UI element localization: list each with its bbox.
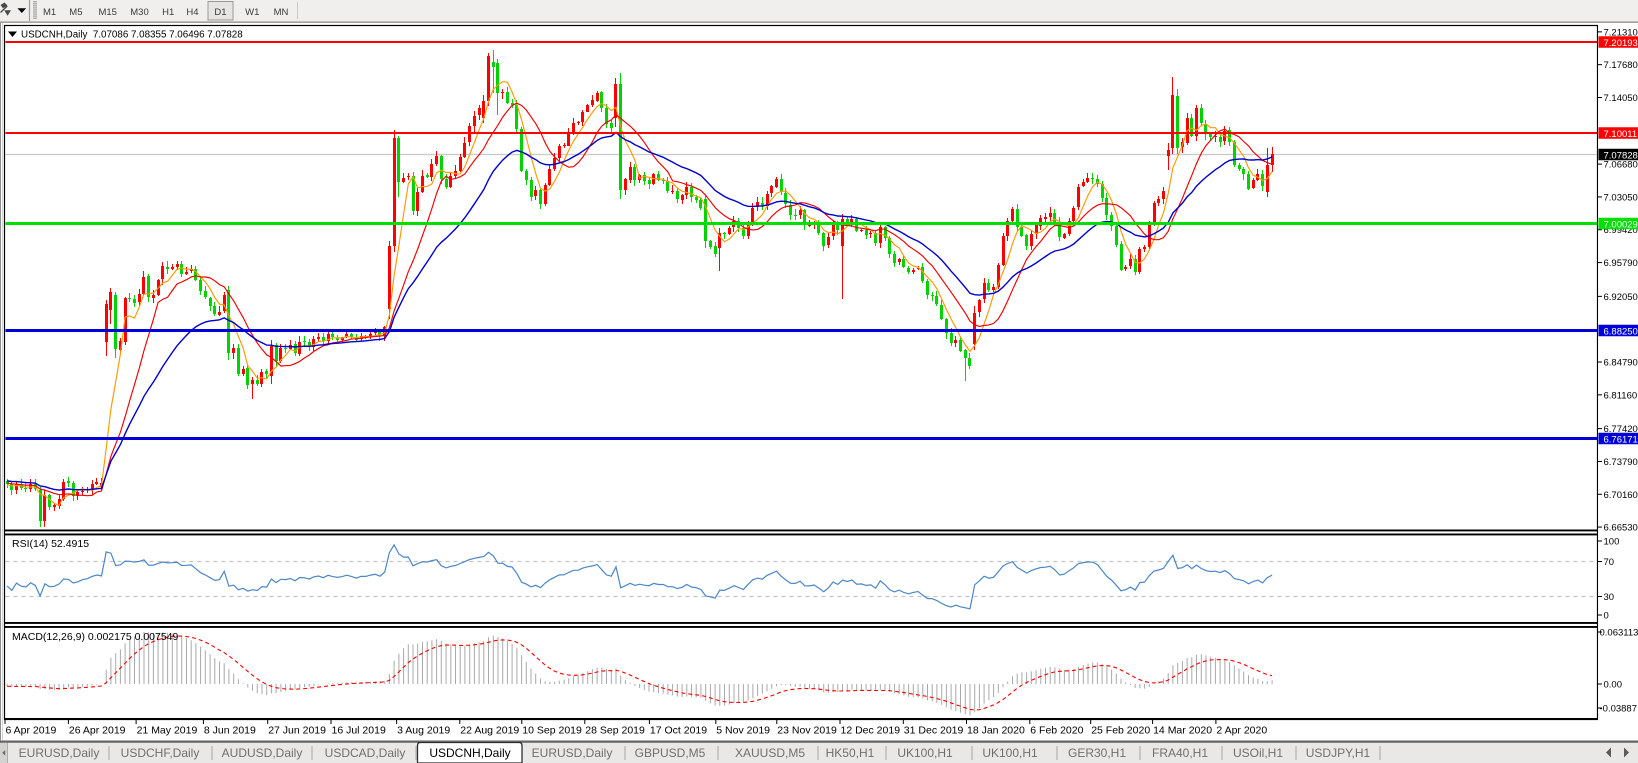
svg-text:6 Feb 2020: 6 Feb 2020 xyxy=(1030,725,1083,737)
svg-text:M1: M1 xyxy=(43,7,56,18)
svg-text:USDCNH,Daily: USDCNH,Daily xyxy=(429,746,510,760)
svg-text:6.76171: 6.76171 xyxy=(1604,434,1638,445)
svg-text:GBPUSD,M5: GBPUSD,M5 xyxy=(635,746,706,760)
svg-text:7.10011: 7.10011 xyxy=(1604,129,1638,140)
svg-text:16 Jul 2019: 16 Jul 2019 xyxy=(332,725,386,737)
svg-text:7.03050: 7.03050 xyxy=(1604,192,1638,203)
svg-text:70: 70 xyxy=(1604,557,1615,568)
svg-text:31 Dec 2019: 31 Dec 2019 xyxy=(904,725,964,737)
svg-text:12 Dec 2019: 12 Dec 2019 xyxy=(841,725,901,737)
svg-text:XAUUSD,M5: XAUUSD,M5 xyxy=(735,746,805,760)
svg-text:RSI(14) 52.4915: RSI(14) 52.4915 xyxy=(12,538,89,550)
svg-text:6.88250: 6.88250 xyxy=(1604,326,1638,337)
svg-text:6 Apr 2019: 6 Apr 2019 xyxy=(6,725,57,737)
svg-text:USDJPY,H1: USDJPY,H1 xyxy=(1306,746,1371,760)
svg-text:6.77420: 6.77420 xyxy=(1604,424,1638,435)
svg-text:6.84790: 6.84790 xyxy=(1604,357,1638,368)
svg-text:6.81160: 6.81160 xyxy=(1604,390,1638,401)
svg-text:6.95790: 6.95790 xyxy=(1604,258,1638,269)
svg-text:14 Mar 2020: 14 Mar 2020 xyxy=(1153,725,1212,737)
svg-text:10 Sep 2019: 10 Sep 2019 xyxy=(522,725,582,737)
svg-text:26 Apr 2019: 26 Apr 2019 xyxy=(69,725,126,737)
svg-text:USOil,H1: USOil,H1 xyxy=(1233,746,1283,760)
svg-text:H1: H1 xyxy=(162,7,174,18)
svg-text:30: 30 xyxy=(1604,592,1615,603)
svg-text:AUDUSD,Daily: AUDUSD,Daily xyxy=(222,746,303,760)
svg-text:7.14050: 7.14050 xyxy=(1604,93,1638,104)
svg-text:M30: M30 xyxy=(130,7,148,18)
svg-text:USDCAD,Daily: USDCAD,Daily xyxy=(325,746,406,760)
svg-text:7.06680: 7.06680 xyxy=(1604,160,1638,171)
svg-text:22 Aug 2019: 22 Aug 2019 xyxy=(460,725,519,737)
svg-text:17 Oct 2019: 17 Oct 2019 xyxy=(650,725,707,737)
svg-text:EURUSD,Daily: EURUSD,Daily xyxy=(532,746,613,760)
svg-text:UK100,H1: UK100,H1 xyxy=(982,746,1038,760)
svg-text:6.70160: 6.70160 xyxy=(1604,490,1638,501)
svg-text:7.20193: 7.20193 xyxy=(1604,38,1638,49)
svg-text:M5: M5 xyxy=(69,7,82,18)
svg-text:7.07828: 7.07828 xyxy=(1604,150,1638,161)
svg-text:6.73790: 6.73790 xyxy=(1604,457,1638,468)
svg-text:0.063113: 0.063113 xyxy=(1600,628,1638,639)
svg-text:6.66530: 6.66530 xyxy=(1604,523,1638,534)
svg-text:8 Jun 2019: 8 Jun 2019 xyxy=(204,725,256,737)
svg-text:21 May 2019: 21 May 2019 xyxy=(137,725,198,737)
svg-text:23 Nov 2019: 23 Nov 2019 xyxy=(777,725,837,737)
svg-text:USDCNH,Daily 7.07086 7.08355: USDCNH,Daily 7.07086 7.08355 7.06496 7.0… xyxy=(21,30,243,41)
svg-text:UK100,H1: UK100,H1 xyxy=(897,746,953,760)
svg-text:2 Apr 2020: 2 Apr 2020 xyxy=(1216,725,1267,737)
svg-text:M15: M15 xyxy=(98,7,116,18)
svg-text:5 Nov 2019: 5 Nov 2019 xyxy=(716,725,770,737)
svg-text:6.99420: 6.99420 xyxy=(1604,225,1638,236)
svg-text:EURUSD,Daily: EURUSD,Daily xyxy=(19,746,100,760)
svg-text:0.00: 0.00 xyxy=(1604,680,1623,691)
svg-text:MACD(12,26,9) 0.002175 0.00754: MACD(12,26,9) 0.002175 0.007549 xyxy=(12,631,179,643)
svg-text:FRA40,H1: FRA40,H1 xyxy=(1152,746,1208,760)
svg-text:3 Aug 2019: 3 Aug 2019 xyxy=(397,725,450,737)
svg-text:18 Jan 2020: 18 Jan 2020 xyxy=(967,725,1025,737)
svg-text:W1: W1 xyxy=(245,7,259,18)
svg-text:0: 0 xyxy=(1604,611,1609,622)
svg-text:100: 100 xyxy=(1604,537,1620,548)
svg-text:6.92050: 6.92050 xyxy=(1604,292,1638,303)
svg-text:HK50,H1: HK50,H1 xyxy=(826,746,875,760)
svg-text:H4: H4 xyxy=(186,7,198,18)
svg-text:D1: D1 xyxy=(214,7,226,18)
svg-text:28 Sep 2019: 28 Sep 2019 xyxy=(585,725,645,737)
svg-text:25 Feb 2020: 25 Feb 2020 xyxy=(1091,725,1150,737)
svg-text:MN: MN xyxy=(274,7,289,18)
svg-text:27 Jun 2019: 27 Jun 2019 xyxy=(268,725,326,737)
svg-text:7.21310: 7.21310 xyxy=(1604,27,1638,38)
svg-text:-0.03887: -0.03887 xyxy=(1600,704,1638,715)
svg-text:7.17680: 7.17680 xyxy=(1604,60,1638,71)
svg-text:7.00029: 7.00029 xyxy=(1604,219,1638,230)
svg-text:USDCHF,Daily: USDCHF,Daily xyxy=(121,746,200,760)
svg-text:GER30,H1: GER30,H1 xyxy=(1068,746,1126,760)
